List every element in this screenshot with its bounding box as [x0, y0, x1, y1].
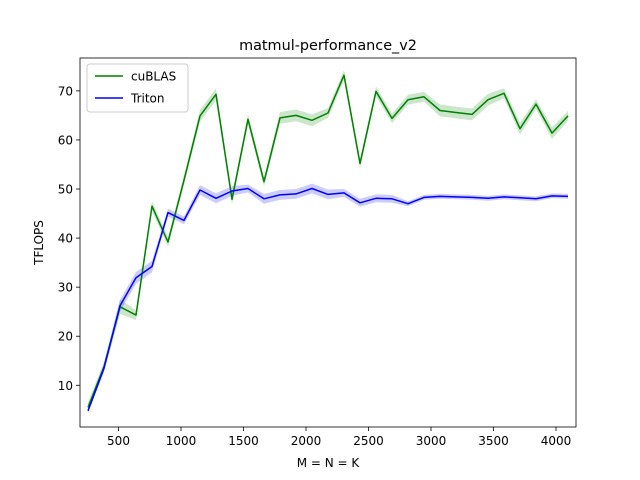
y-tick-label: 10 [58, 379, 73, 393]
x-tick-label: 2000 [291, 434, 322, 448]
legend-label-triton: Triton [130, 92, 165, 106]
y-axis-ticks: 10 20 30 40 50 60 70 [58, 84, 80, 393]
chart-title: matmul-performance_v2 [239, 38, 417, 54]
y-tick-label: 50 [58, 183, 73, 197]
y-tick-label: 60 [58, 133, 73, 147]
x-tick-label: 1500 [228, 434, 259, 448]
x-tick-label: 3500 [478, 434, 509, 448]
x-axis-ticks: 500 1000 1500 2000 2500 3000 3500 4000 [107, 427, 571, 448]
y-axis-label: TFLOPS [32, 220, 46, 266]
legend-label-cublas: cuBLAS [131, 70, 176, 84]
y-tick-label: 30 [58, 281, 73, 295]
y-tick-label: 20 [58, 330, 73, 344]
y-tick-label: 70 [58, 84, 73, 98]
legend: cuBLAS Triton [86, 63, 189, 113]
series-line-triton [87, 187, 569, 412]
x-tick-label: 500 [107, 434, 130, 448]
x-tick-label: 3000 [416, 434, 447, 448]
y-tick-label: 40 [58, 232, 73, 246]
plot-frame [79, 57, 577, 428]
x-tick-label: 2500 [353, 434, 384, 448]
series-line-cublas [87, 74, 569, 408]
x-axis-label: M = N = K [297, 456, 361, 470]
x-tick-label: 4000 [541, 434, 572, 448]
series-lines [87, 74, 569, 412]
x-tick-label: 1000 [166, 434, 197, 448]
